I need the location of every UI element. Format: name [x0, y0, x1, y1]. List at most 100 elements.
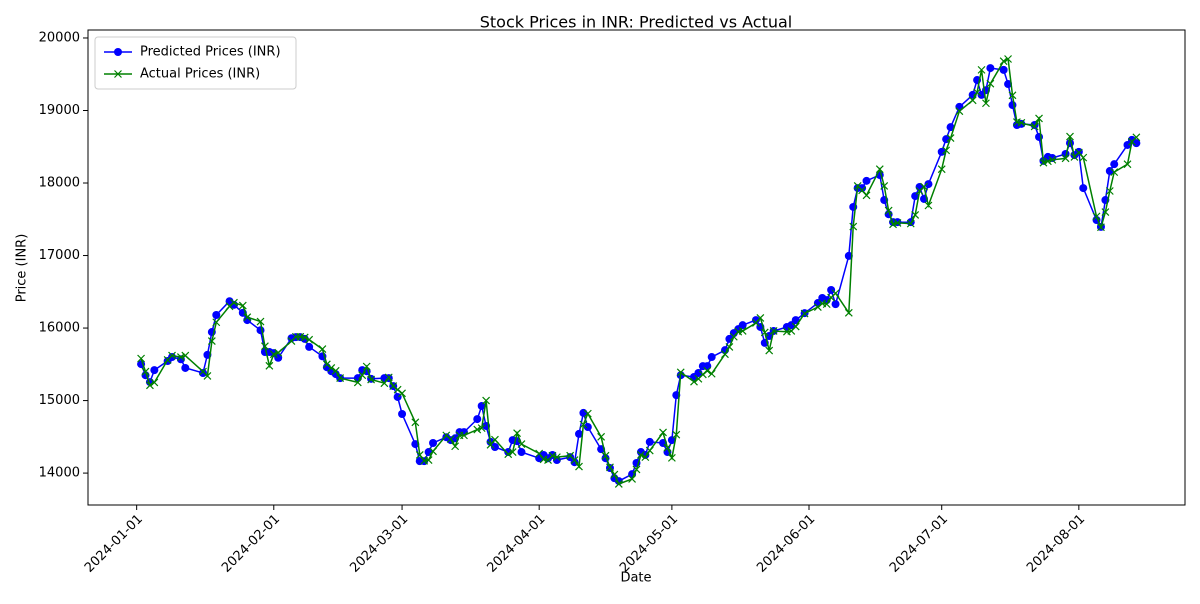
data-point [765, 346, 774, 355]
data-point [924, 201, 933, 210]
data-point [1101, 208, 1110, 216]
data-point [645, 437, 654, 446]
data-point [1097, 223, 1105, 232]
data-point [827, 285, 836, 294]
data-point [415, 451, 424, 459]
data-point [460, 431, 468, 440]
data-point [429, 447, 437, 456]
data-point [269, 350, 278, 359]
legend-marker [114, 48, 122, 56]
data-point [999, 65, 1008, 74]
data-point [769, 327, 778, 335]
data-point [1105, 187, 1114, 195]
data-point [1008, 91, 1017, 100]
data-point [986, 64, 995, 73]
x-axis-label: Date [620, 571, 651, 586]
data-point [261, 342, 269, 351]
data-point [721, 350, 729, 359]
data-point [707, 369, 716, 378]
data-point [473, 425, 482, 434]
y-tick-label: 15000 [39, 393, 80, 408]
data-point [212, 311, 221, 319]
data-point [597, 432, 606, 441]
legend-label: Actual Prices (INR) [140, 67, 260, 82]
data-point [1110, 168, 1119, 177]
data-point [986, 79, 995, 88]
data-point [756, 313, 765, 322]
data-point [168, 351, 176, 360]
data-point [1017, 118, 1026, 127]
data-point [398, 409, 407, 418]
data-point [1035, 114, 1043, 123]
data-point [632, 465, 641, 474]
data-point [446, 435, 455, 443]
data-point [513, 429, 521, 438]
data-point [645, 446, 654, 455]
data-point [305, 335, 314, 344]
data-point [203, 371, 212, 380]
data-point [384, 373, 393, 382]
chart-title: Stock Prices in INR: Predicted vs Actual [480, 13, 793, 32]
data-point [889, 220, 897, 229]
data-point [884, 206, 893, 215]
data-point [1004, 55, 1012, 63]
legend-label: Predicted Prices (INR) [140, 45, 281, 60]
data-point [791, 322, 800, 331]
data-point [150, 378, 159, 387]
data-point [176, 353, 185, 361]
data-point [862, 191, 871, 200]
data-point [305, 342, 314, 351]
data-point [358, 371, 367, 380]
data-point [181, 363, 190, 372]
data-point [1039, 158, 1048, 167]
data-point [504, 450, 513, 459]
data-point [880, 181, 889, 190]
data-point [181, 351, 190, 360]
data-point [150, 366, 159, 375]
data-point [575, 462, 583, 471]
data-point [738, 327, 747, 335]
data-point [760, 328, 769, 337]
data-point [1132, 133, 1141, 142]
data-point [579, 420, 588, 429]
data-point [265, 361, 274, 370]
y-tick-label: 20000 [39, 30, 80, 45]
data-point [243, 313, 252, 322]
data-point [146, 381, 154, 390]
data-point [1048, 155, 1057, 164]
data-point [906, 219, 915, 228]
data-point [659, 428, 667, 437]
data-point [831, 289, 840, 298]
data-point [1079, 153, 1088, 162]
data-point [822, 300, 831, 309]
legend-box [94, 36, 297, 90]
data-point [751, 316, 760, 325]
data-point [141, 367, 150, 376]
data-point [570, 456, 579, 464]
legend-marker [114, 70, 122, 78]
data-point [199, 369, 208, 378]
data-point [331, 366, 340, 375]
data-point [858, 184, 867, 193]
data-point [703, 366, 712, 375]
y-tick-label: 14000 [39, 466, 80, 481]
y-tick-label: 18000 [39, 176, 80, 191]
data-point [1066, 132, 1074, 141]
data-point [628, 474, 637, 483]
y-tick-label: 16000 [39, 321, 80, 336]
data-point [725, 342, 734, 351]
data-point [672, 430, 681, 439]
data-point [606, 463, 614, 472]
plot-frame [87, 29, 1186, 506]
data-point [477, 424, 486, 433]
data-point [791, 316, 800, 325]
data-point [1132, 139, 1141, 148]
data-point [844, 251, 853, 260]
data-point [968, 96, 977, 105]
data-point [707, 353, 716, 362]
data-point [1110, 160, 1119, 169]
data-point [937, 147, 946, 156]
data-point [601, 451, 610, 460]
data-point [610, 470, 619, 479]
